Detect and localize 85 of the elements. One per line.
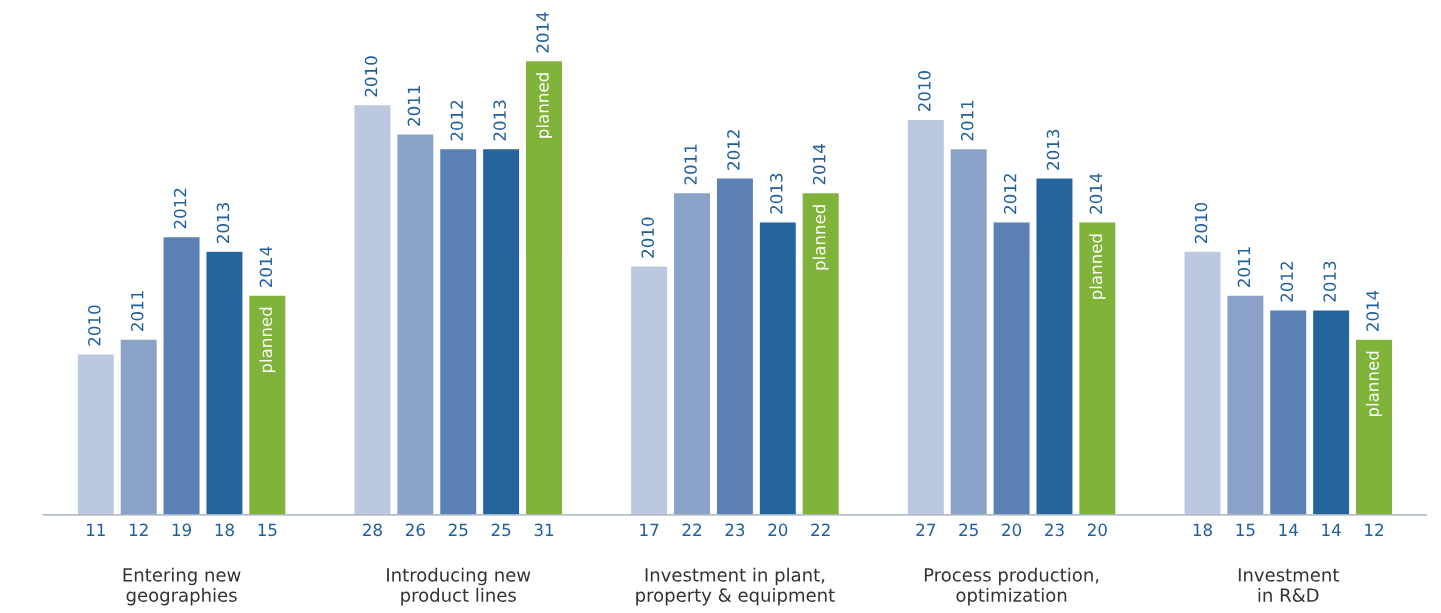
data-label: 22 [682, 523, 701, 536]
text: 2014 [259, 246, 273, 287]
data-label: 31 [534, 523, 554, 537]
text: 2011 [407, 86, 421, 126]
bar [758, 221, 798, 515]
data-label: 17 [640, 523, 659, 536]
bar [162, 235, 201, 515]
x-tick-label: Investment in R&D [1238, 568, 1339, 602]
bar [1035, 177, 1074, 515]
bar [715, 177, 755, 515]
text: 2011 [1237, 247, 1251, 287]
text: 2010 [1194, 202, 1208, 243]
bar [119, 338, 159, 515]
text: 2011 [130, 291, 144, 331]
data-label: 28 [363, 523, 382, 537]
data-label: 14 [1322, 523, 1341, 536]
bar [672, 191, 712, 515]
text: 2010 [364, 56, 378, 97]
data-label: 23 [725, 523, 745, 537]
data-label: 25 [491, 523, 511, 537]
data-label: 26 [405, 523, 425, 537]
bar [481, 147, 521, 515]
text: 2012 [1003, 174, 1017, 214]
data-label: 25 [959, 523, 978, 537]
bar [1077, 221, 1117, 515]
bar [247, 294, 287, 515]
text: 2013 [770, 173, 783, 214]
annotation: planned [535, 73, 553, 138]
data-label: 18 [215, 523, 234, 537]
bar [438, 147, 478, 515]
data-label: 19 [172, 523, 191, 537]
x-tick-label: Investment in plant, property & equipment [636, 567, 835, 606]
text: 2012 [727, 130, 740, 170]
bar [1183, 250, 1222, 515]
text: 2012 [450, 100, 464, 141]
x-tick-label: Process production, optimization [924, 567, 1099, 606]
text: 2014 [812, 144, 826, 185]
text: 2014 [536, 12, 549, 53]
annotation: planned [1089, 234, 1106, 299]
data-label: 11 [87, 523, 105, 536]
data-label: 20 [1002, 523, 1022, 537]
text: 2011 [684, 144, 697, 185]
bar [524, 59, 564, 515]
data-label: 27 [916, 523, 935, 536]
bar [949, 147, 989, 515]
data-label: 18 [1193, 523, 1212, 537]
bar [801, 191, 841, 515]
bar [205, 250, 244, 515]
bar [906, 118, 946, 515]
data-label: 12 [129, 523, 148, 536]
text: 2013 [1046, 129, 1060, 170]
text: 2014 [1089, 173, 1103, 214]
data-label: 20 [768, 523, 788, 537]
annotation: planned [1365, 351, 1383, 417]
data-label: 23 [1045, 523, 1064, 537]
text: 2014 [1366, 290, 1379, 331]
bar [1225, 294, 1265, 515]
bar [1311, 309, 1351, 515]
data-label: 14 [1279, 523, 1298, 536]
bar [992, 221, 1031, 515]
text: 2013 [1323, 261, 1336, 302]
data-label: 22 [811, 523, 830, 536]
bar [1354, 338, 1394, 515]
data-label: 15 [258, 523, 277, 537]
data-label: 15 [1236, 523, 1255, 537]
text: 2010 [88, 305, 101, 346]
bar [353, 103, 392, 515]
bar [395, 133, 435, 515]
data-label: 25 [448, 523, 468, 537]
text: 2012 [1280, 262, 1294, 302]
data-label: 12 [1365, 523, 1383, 536]
bar [76, 353, 116, 515]
text: 2013 [493, 100, 506, 141]
x-tick-label: Entering new geographies [123, 567, 241, 606]
text: 2011 [960, 100, 974, 141]
text: 2013 [216, 203, 230, 243]
text: 2010 [641, 217, 654, 258]
text: 2012 [173, 188, 187, 229]
text: 2010 [918, 71, 931, 112]
annotation: planned [812, 205, 829, 270]
x-tick-label: Introducing new product lines [387, 567, 531, 606]
data-label: 20 [1087, 523, 1107, 537]
annotation: planned [259, 307, 276, 373]
bar [629, 265, 669, 515]
bar [1268, 309, 1308, 515]
